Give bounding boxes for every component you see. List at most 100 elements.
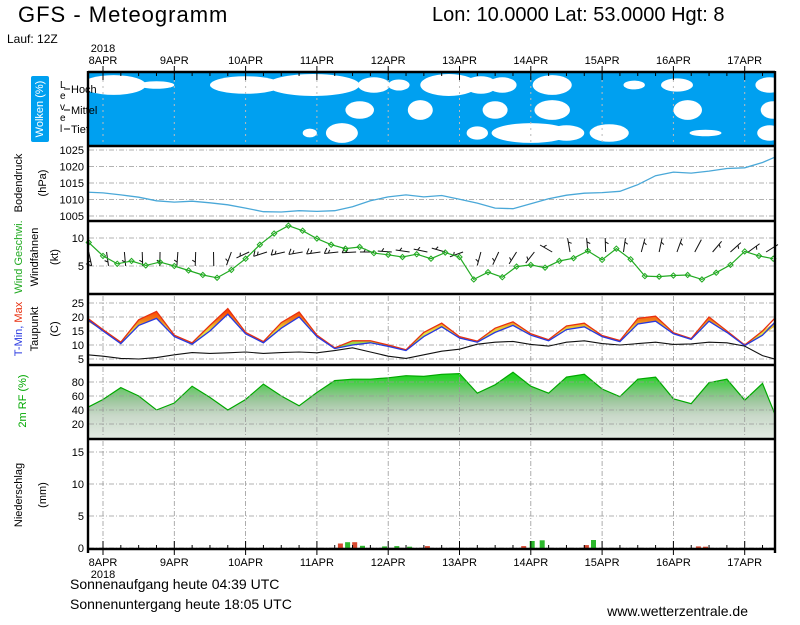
wind-barb-icon bbox=[747, 243, 760, 253]
date-label-top: 11APR bbox=[300, 55, 334, 67]
date-label-bottom: 14APR bbox=[513, 557, 548, 569]
wind-barb-icon bbox=[377, 248, 392, 253]
svg-text:10: 10 bbox=[72, 479, 84, 491]
svg-text:(C): (C) bbox=[49, 321, 61, 336]
date-label-top: 10APR bbox=[228, 55, 263, 67]
axes: 8APR 8APR 9APR 9APR 10APR 10APR 11APR 11APR 12AP… bbox=[86, 43, 777, 581]
svg-text:40: 40 bbox=[72, 405, 84, 417]
wind-barb-icon bbox=[622, 238, 629, 253]
svg-text:2m RF (%): 2m RF (%) bbox=[17, 374, 29, 427]
svg-text:20: 20 bbox=[72, 312, 84, 324]
svg-text:v: v bbox=[60, 102, 65, 113]
wind-barb-icon bbox=[192, 251, 197, 267]
location-coords: Lon: 10.0000 Lat: 53.0000 Hgt: 8 bbox=[432, 4, 725, 26]
date-label-top: 14APR bbox=[513, 55, 548, 67]
svg-text:Hoch: Hoch bbox=[71, 84, 97, 96]
svg-text:10: 10 bbox=[72, 233, 84, 245]
wind-barb-icon bbox=[525, 251, 535, 264]
panel-wind bbox=[85, 222, 779, 283]
svg-text:15: 15 bbox=[72, 326, 84, 338]
page-title: GFS - Meteogramm bbox=[18, 2, 229, 27]
wind-barb-icon bbox=[288, 248, 303, 255]
svg-text:5: 5 bbox=[78, 261, 84, 273]
svg-text:T-Min, Max: T-Min, Max bbox=[13, 301, 25, 356]
svg-text:Tief: Tief bbox=[71, 124, 90, 136]
wind-barb-icon bbox=[567, 238, 572, 253]
svg-text:L: L bbox=[60, 80, 66, 91]
wind-barb-icon bbox=[270, 249, 285, 256]
date-label-top: 16APR bbox=[656, 55, 691, 67]
wind-barb-icon bbox=[491, 251, 500, 265]
wind-barb-icon bbox=[236, 251, 250, 259]
date-label-top: 13APR bbox=[442, 55, 477, 67]
year-label-bottom: 2018 bbox=[91, 569, 115, 581]
grid-press: 1005 1010 1015 1020 1025 bbox=[60, 145, 774, 223]
wind-barb-icon bbox=[508, 251, 517, 265]
panel-clouds bbox=[88, 73, 775, 146]
date-label-top: 17APR bbox=[727, 55, 762, 67]
date-label-top: 8APR bbox=[89, 55, 118, 67]
date-label-bottom: 13APR bbox=[442, 557, 477, 569]
svg-text:1010: 1010 bbox=[60, 195, 84, 207]
svg-text:Taupunkt: Taupunkt bbox=[29, 307, 41, 352]
wind-barb-icon bbox=[712, 240, 722, 253]
wind-barb-icon bbox=[694, 239, 702, 253]
model-run-label: Lauf: 12Z bbox=[7, 32, 58, 46]
wind-barb-icon bbox=[676, 238, 684, 253]
wind-barb-icon bbox=[539, 244, 553, 253]
wind-barb-icon bbox=[306, 248, 321, 255]
wind-barb-icon bbox=[121, 251, 127, 266]
svg-text:e: e bbox=[60, 91, 66, 102]
panel-temperature bbox=[89, 307, 774, 360]
wind-barb-icon bbox=[730, 242, 742, 253]
panel-precip bbox=[337, 540, 708, 548]
wind-barb-icon bbox=[413, 246, 428, 253]
svg-text:(hPa): (hPa) bbox=[37, 170, 49, 197]
svg-text:1025: 1025 bbox=[60, 145, 84, 157]
wind-barb-icon bbox=[431, 246, 446, 253]
svg-text:10: 10 bbox=[72, 340, 84, 352]
svg-text:60: 60 bbox=[72, 391, 84, 403]
svg-text:Wind Geschwi.: Wind Geschwi. bbox=[13, 220, 25, 293]
svg-text:Mittel: Mittel bbox=[71, 105, 97, 117]
wind-barb-icon bbox=[225, 251, 232, 266]
svg-text:(mm): (mm) bbox=[37, 482, 49, 508]
date-label-bottom: 15APR bbox=[585, 557, 620, 569]
svg-text:15: 15 bbox=[72, 447, 84, 459]
svg-text:5: 5 bbox=[78, 354, 84, 366]
svg-text:1015: 1015 bbox=[60, 178, 84, 190]
wind-barb-icon bbox=[395, 247, 410, 253]
sunrise-text: Sonnenaufgang heute 04:39 UTC bbox=[70, 576, 280, 592]
sunset-text: Sonnenuntergang heute 18:05 UTC bbox=[70, 596, 292, 612]
svg-text:0: 0 bbox=[78, 543, 84, 555]
date-label-bottom: 8APR bbox=[89, 557, 118, 569]
panel-pressure bbox=[89, 156, 774, 213]
svg-text:Bodendruck: Bodendruck bbox=[13, 153, 25, 212]
svg-text:1005: 1005 bbox=[60, 211, 84, 223]
svg-text:Niederschlag: Niederschlag bbox=[13, 463, 25, 527]
date-label-bottom: 16APR bbox=[656, 557, 691, 569]
grid-prec: 0 5 10 15 bbox=[72, 441, 774, 555]
svg-text:(kt): (kt) bbox=[49, 249, 61, 265]
year-label-top: 2018 bbox=[91, 43, 115, 55]
wind-barb-icon bbox=[475, 251, 482, 266]
svg-text:l: l bbox=[60, 124, 62, 135]
date-label-bottom: 10APR bbox=[228, 557, 263, 569]
wind-barb-icon bbox=[586, 238, 591, 253]
wind-barb-icon bbox=[604, 237, 609, 253]
grid-rh: 20 40 60 80 bbox=[72, 367, 774, 437]
svg-text:Wolken (%): Wolken (%) bbox=[34, 81, 46, 138]
svg-text:80: 80 bbox=[72, 377, 84, 389]
panel-humidity bbox=[89, 371, 774, 438]
date-label-top: 9APR bbox=[160, 55, 189, 67]
svg-text:20: 20 bbox=[72, 419, 84, 431]
date-label-bottom: 9APR bbox=[160, 557, 189, 569]
date-label-bottom: 17APR bbox=[727, 557, 762, 569]
svg-text:Windfahnen: Windfahnen bbox=[29, 228, 41, 287]
wind-barb-icon bbox=[173, 251, 179, 267]
website-link[interactable]: www.wetterzentrale.de bbox=[607, 603, 748, 619]
svg-text:5: 5 bbox=[78, 511, 84, 523]
